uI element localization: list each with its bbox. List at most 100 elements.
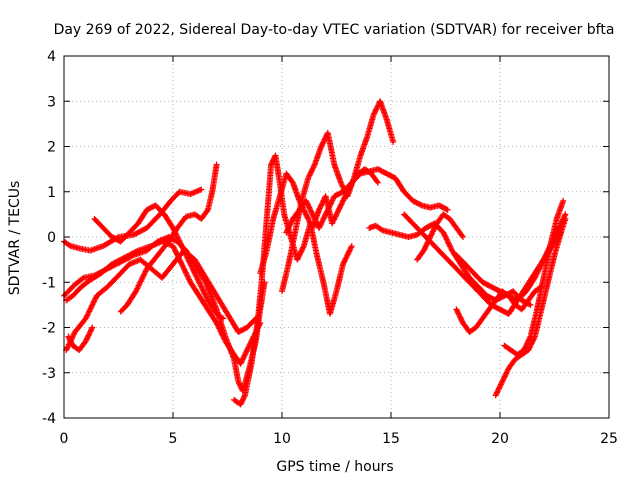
data-point bbox=[172, 248, 179, 255]
data-point bbox=[135, 229, 142, 236]
data-point bbox=[371, 110, 378, 117]
data-point bbox=[329, 220, 336, 227]
data-point bbox=[324, 207, 331, 214]
data-point bbox=[329, 196, 336, 203]
data-point bbox=[184, 254, 191, 261]
data-point bbox=[318, 220, 325, 227]
data-point bbox=[313, 219, 320, 226]
data-point bbox=[218, 314, 225, 321]
data-point bbox=[499, 378, 506, 385]
data-point bbox=[287, 219, 294, 226]
data-point bbox=[525, 337, 532, 344]
y-tick-label: -1 bbox=[42, 275, 56, 291]
data-point bbox=[522, 344, 529, 351]
data-point bbox=[319, 200, 326, 207]
data-point bbox=[504, 367, 511, 374]
data-point bbox=[202, 293, 209, 300]
data-point bbox=[83, 336, 90, 343]
axis-ticks: 0 5 10 15 20 25 -4 -3 -2 -1 0 1 2 3 4 bbox=[42, 49, 618, 447]
data-point bbox=[500, 376, 507, 383]
y-tick-label: 1 bbox=[47, 185, 56, 201]
data-point bbox=[338, 200, 345, 207]
data-point bbox=[202, 291, 209, 298]
data-point bbox=[196, 280, 203, 287]
data-point bbox=[134, 229, 141, 236]
data-point bbox=[284, 226, 291, 233]
data-point bbox=[175, 236, 182, 243]
data-point bbox=[318, 142, 325, 149]
data-point bbox=[182, 269, 189, 276]
data-point bbox=[132, 248, 139, 255]
data-point bbox=[332, 213, 339, 220]
data-point bbox=[329, 219, 336, 226]
data-point bbox=[88, 325, 95, 332]
data-point bbox=[431, 224, 438, 231]
data-point bbox=[192, 272, 199, 279]
data-point bbox=[493, 389, 500, 396]
data-point bbox=[430, 227, 437, 234]
data-point bbox=[186, 276, 193, 283]
data-point bbox=[373, 106, 380, 113]
data-point bbox=[132, 231, 139, 238]
chart-title: Day 269 of 2022, Sidereal Day-to-day VTE… bbox=[54, 22, 615, 38]
y-tick-label: 0 bbox=[47, 230, 56, 246]
data-point bbox=[198, 283, 205, 290]
data-point bbox=[347, 245, 354, 252]
data-point bbox=[84, 334, 91, 341]
data-point bbox=[241, 393, 248, 400]
data-point bbox=[190, 266, 197, 273]
data-point bbox=[307, 169, 314, 176]
data-point bbox=[305, 216, 312, 223]
data-point bbox=[427, 234, 434, 240]
data-point bbox=[303, 199, 310, 206]
data-point bbox=[370, 111, 377, 118]
data-point bbox=[316, 224, 323, 231]
data-point bbox=[522, 343, 529, 350]
data-point bbox=[371, 109, 378, 116]
data-point bbox=[287, 221, 294, 228]
data-point bbox=[215, 324, 222, 331]
series-sat-o bbox=[492, 215, 569, 399]
data-point bbox=[138, 227, 145, 234]
data-point bbox=[373, 105, 380, 112]
data-point bbox=[217, 328, 224, 335]
data-point bbox=[296, 251, 303, 258]
data-point bbox=[174, 234, 181, 241]
data-point bbox=[501, 374, 508, 381]
data-point bbox=[533, 271, 540, 278]
data-point bbox=[214, 321, 221, 328]
data-point bbox=[301, 208, 308, 215]
data-point bbox=[319, 198, 326, 205]
data-point bbox=[316, 206, 323, 213]
data-point bbox=[502, 372, 509, 379]
data-point bbox=[238, 359, 245, 366]
data-point bbox=[310, 214, 317, 221]
data-point bbox=[176, 237, 183, 244]
data-point bbox=[241, 352, 248, 359]
data-point bbox=[299, 245, 306, 252]
data-point bbox=[444, 206, 451, 213]
data-point bbox=[306, 204, 313, 211]
data-point bbox=[420, 247, 427, 254]
data-point bbox=[308, 168, 315, 175]
series-sat-q bbox=[414, 211, 466, 263]
data-point bbox=[171, 227, 178, 234]
data-point bbox=[331, 216, 338, 223]
data-point bbox=[245, 344, 252, 351]
data-point bbox=[372, 107, 379, 114]
data-point bbox=[283, 229, 290, 236]
data-point bbox=[129, 250, 136, 257]
data-point bbox=[178, 259, 185, 266]
data-point bbox=[523, 341, 530, 348]
data-point bbox=[532, 273, 539, 280]
data-point bbox=[445, 239, 452, 246]
data-point bbox=[453, 306, 460, 313]
data-point bbox=[306, 172, 313, 179]
data-point bbox=[180, 263, 187, 270]
data-point bbox=[108, 261, 115, 268]
data-point bbox=[170, 243, 176, 250]
series-sat-j bbox=[279, 98, 397, 295]
data-point bbox=[189, 265, 196, 272]
data-point bbox=[242, 351, 249, 358]
data-point bbox=[86, 329, 93, 336]
